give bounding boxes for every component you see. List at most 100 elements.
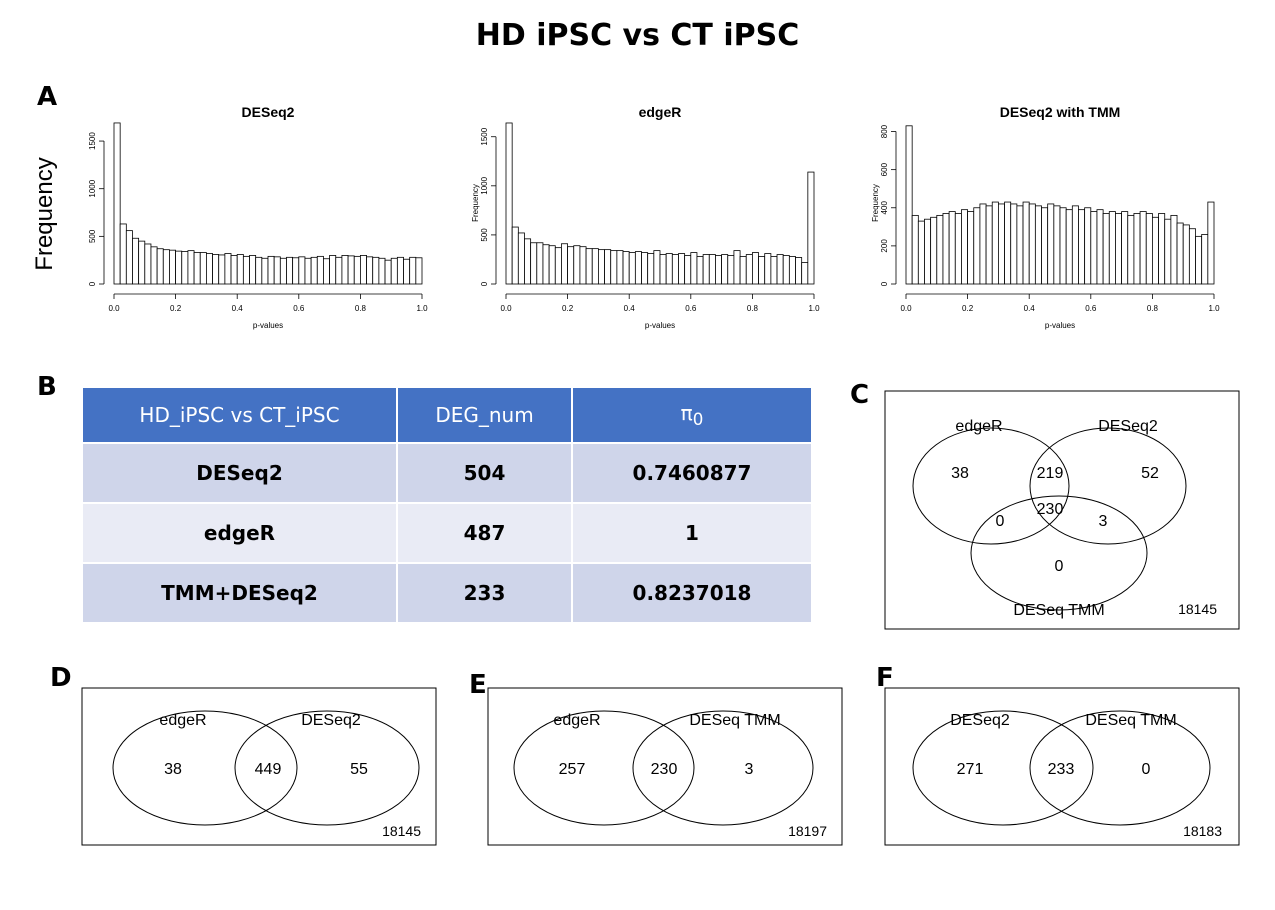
histogram-bar	[1084, 207, 1092, 285]
table-cell-deg-num: 487	[396, 502, 573, 564]
panel-label-b: B	[37, 372, 57, 402]
histogram-bar	[690, 252, 698, 285]
shared-ylabel: Frequency	[31, 157, 58, 271]
y-tick-label: 0	[88, 281, 97, 286]
x-tick-label: 0.6	[293, 304, 305, 313]
histogram-bar	[1195, 235, 1203, 285]
histogram-bar	[764, 253, 772, 285]
histogram-bar	[335, 256, 343, 285]
venn-c-count-all: 230	[1037, 501, 1064, 518]
histogram-bar	[924, 218, 932, 285]
histogram-bar	[628, 252, 636, 285]
histogram-bar	[181, 251, 189, 285]
histogram-bar	[279, 257, 287, 285]
histogram-bar	[788, 256, 796, 285]
histogram-bar	[323, 258, 331, 285]
histogram-bar	[536, 242, 544, 285]
histogram-bar	[782, 255, 790, 285]
histogram-bar	[1164, 218, 1172, 285]
venn-c-count-edger-deseq2: 219	[1037, 465, 1064, 482]
histogram-bar	[366, 256, 374, 285]
histogram-bar	[1201, 234, 1209, 285]
histogram-bar	[1115, 213, 1123, 285]
histogram-bar	[776, 254, 784, 285]
table-row: edgeR 487 1	[81, 502, 813, 564]
histogram-bar	[113, 122, 121, 285]
venn-f-frame	[884, 687, 1240, 846]
histogram-bar	[641, 252, 649, 285]
y-axis-label: Frequency	[471, 184, 480, 222]
x-tick-label: 0.2	[962, 304, 974, 313]
venn-f-label-left: DESeq2	[950, 712, 1010, 729]
venn-d-label-left: edgeR	[159, 712, 206, 729]
histogram-bar	[733, 250, 741, 285]
panel-label-c: C	[850, 380, 870, 410]
histogram-bar	[659, 254, 667, 285]
venn-e-label-left: edgeR	[553, 712, 600, 729]
histogram-bar	[1059, 207, 1067, 285]
histogram-bar	[930, 216, 938, 285]
y-tick-label: 0	[480, 281, 489, 286]
histogram-bar	[218, 254, 226, 285]
y-axis-label: Frequency	[871, 184, 880, 222]
histogram-bar	[390, 257, 398, 285]
venn-e-count-both: 230	[651, 761, 678, 778]
histogram-bar	[721, 254, 729, 285]
histogram-bar	[1176, 222, 1184, 285]
venn-f: DESeq2 DESeq TMM 271 233 0 18183	[884, 687, 1240, 846]
venn-c-label-tmm: DESeq TMM	[1013, 602, 1104, 619]
histogram-bar	[1182, 224, 1190, 285]
histogram-bar	[715, 255, 723, 285]
venn-d-circle-left	[112, 710, 298, 826]
table-cell-pi0: 0.8237018	[571, 562, 813, 624]
histogram-bar	[517, 232, 525, 285]
venn-e: edgeR DESeq TMM 257 230 3 18197	[487, 687, 843, 846]
histogram-bar	[671, 254, 679, 285]
x-axis-label: p-values	[253, 321, 283, 330]
histogram-bar	[665, 253, 673, 285]
y-tick-label: 1500	[88, 132, 97, 150]
x-tick-label: 0.0	[108, 304, 120, 313]
histogram-bar	[591, 248, 599, 285]
venn-f-count-right: 0	[1142, 761, 1151, 778]
venn-c-circle-edger	[912, 427, 1070, 545]
histogram-bar	[403, 258, 411, 285]
y-tick-label: 1000	[88, 179, 97, 197]
histogram-bar	[616, 250, 624, 285]
table-cell-method: DESeq2	[81, 442, 398, 504]
histogram-bar	[807, 171, 815, 285]
table-header-pi0: π0	[571, 386, 813, 444]
histogram-bar	[396, 256, 404, 285]
histogram-bar	[292, 257, 300, 285]
histogram-bar	[610, 250, 618, 285]
histogram-bar	[1071, 205, 1079, 285]
venn-e-label-right: DESeq TMM	[689, 712, 780, 729]
histogram-bar	[961, 209, 969, 285]
histogram-bar	[548, 245, 556, 285]
histogram-bar	[997, 203, 1005, 285]
histogram-bar	[1207, 201, 1215, 285]
histogram-edger: edgeR 0.0 0.2 0.4 0.6 0.8 1.0 p-values 0 500 1000 1…	[471, 104, 820, 330]
figure-title: HD iPSC vs CT iPSC	[475, 18, 800, 53]
venn-c-circle-tmm	[970, 495, 1148, 611]
histogram-bar	[530, 242, 538, 285]
venn-c-label-deseq2: DESeq2	[1098, 418, 1158, 435]
histogram-bar	[1096, 209, 1104, 285]
chart-title-deseq2: DESeq2	[242, 104, 295, 120]
x-axis-label: p-values	[1045, 321, 1075, 330]
histogram-bar	[286, 256, 294, 285]
venn-e-outside-count: 18197	[788, 823, 827, 839]
x-tick-label: 0.8	[747, 304, 759, 313]
venn-c-circle-deseq2	[1029, 427, 1187, 545]
histogram-bar	[1121, 211, 1129, 285]
histogram-bar	[1047, 203, 1055, 285]
panel-label-a: A	[37, 82, 58, 112]
histogram-bar	[372, 256, 380, 285]
x-axis-label: p-values	[645, 321, 675, 330]
venn-d-count-left: 38	[164, 761, 182, 778]
histogram-bar	[304, 257, 312, 285]
histogram-bar	[199, 252, 207, 285]
histogram-bar	[255, 256, 263, 285]
venn-d-count-right: 55	[350, 761, 368, 778]
histogram-bar	[524, 238, 532, 285]
